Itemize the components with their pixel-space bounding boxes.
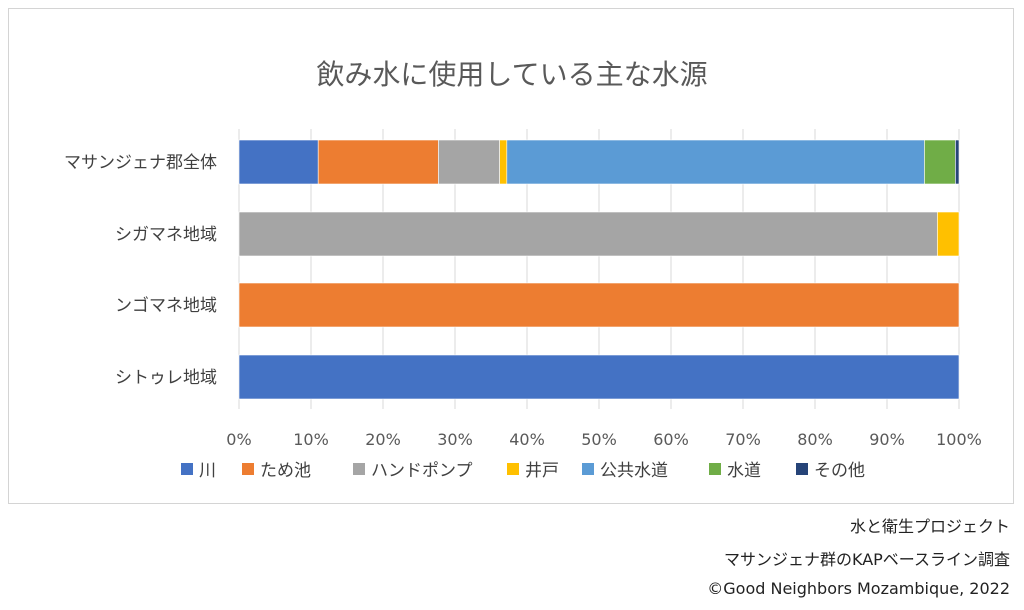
bar-segment [238,282,960,328]
legend-swatch [353,463,365,475]
credit-survey: マサンジェナ群のKAPベースライン調査 [723,550,1010,569]
category-label: シガマネ地域 [115,225,217,245]
x-tick-label: 10% [293,430,329,449]
legend-label: 公共水道 [600,461,668,481]
legend-label: その他 [814,461,865,481]
bar-segment [924,139,956,185]
bar-segment [238,139,319,185]
bar-segment [238,211,938,257]
x-tick-label: 0% [226,430,251,449]
bar-segment [317,139,439,185]
bar-segment [506,139,925,185]
x-tick-label: 90% [869,430,905,449]
chart-frame: 飲み水に使用している主な水源 0% 10% 20% 30% 40% 50% 60% 70% 80%… [8,8,1014,504]
category-label: シトゥレ地域 [115,368,217,388]
legend-swatch [796,463,808,475]
legend-swatch [582,463,594,475]
x-tick-label: 50% [581,430,617,449]
credit-copyright: ©Good Neighbors Mozambique, 2022 [707,579,1010,598]
x-tick-label: 20% [365,430,401,449]
legend-swatch [242,463,254,475]
x-tick-label: 80% [797,430,833,449]
legend-label: 水道 [727,461,761,481]
chart-title: 飲み水に使用している主な水源 [316,58,707,91]
legend-label: ため池 [260,461,311,481]
bar-segment [438,139,500,185]
category-label: ンゴマネ地域 [115,295,217,316]
category-label: マサンジェナ郡全体 [64,153,217,173]
x-tick-label: 70% [725,430,761,449]
x-tick-label: 40% [509,430,545,449]
stacked-bar-chart: 飲み水に使用している主な水源 0% 10% 20% 30% 40% 50% 60% 70% 80%… [64,58,982,481]
bar-segment [238,354,960,400]
x-tick-label: 30% [437,430,473,449]
x-tick-label: 60% [653,430,689,449]
bar-segment [937,211,960,257]
x-tick-label: 100% [936,430,982,449]
bar-segment [499,139,508,185]
legend-label: 川 [199,461,216,481]
legend-label: 井戸 [525,461,559,481]
legend-swatch [181,463,193,475]
legend-label: ハンドポンプ [371,461,473,481]
credit-project: 水と衛生プロジェクト [849,517,1010,536]
legend-swatch [507,463,519,475]
legend-swatch [709,463,721,475]
bar-segment [955,139,960,185]
